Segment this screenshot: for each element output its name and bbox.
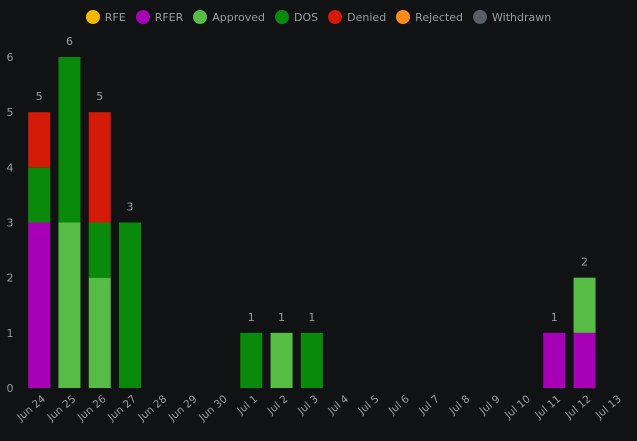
bar-total-label: 3 <box>127 201 134 214</box>
bar-segment-approved[interactable] <box>88 277 111 388</box>
x-tick-label: Jul 5 <box>356 393 382 417</box>
legend-item-rfer[interactable]: RFER <box>135 10 184 24</box>
x-tick-label: Jun 27 <box>105 393 139 424</box>
legend-swatch <box>135 10 150 24</box>
legend-swatch <box>193 10 208 24</box>
bar-total-label: 1 <box>278 311 285 324</box>
legend-label: Withdrawn <box>492 10 552 24</box>
x-tick-label: Jun 29 <box>166 393 200 424</box>
y-tick-label: 5 <box>7 106 14 119</box>
bar-segment-dos[interactable] <box>240 332 263 388</box>
y-tick-label: 4 <box>7 161 14 174</box>
bar-segment-rfer[interactable] <box>28 222 51 389</box>
x-tick-label: Jul 13 <box>593 393 624 422</box>
bar-segment-dos[interactable] <box>119 222 142 389</box>
legend-swatch <box>275 10 290 24</box>
x-tick-label: Jul 6 <box>386 393 412 418</box>
x-tick-label: Jul 11 <box>532 393 563 422</box>
x-tick-label: Jun 24 <box>14 393 48 424</box>
bar-segment-rfer[interactable] <box>543 332 566 388</box>
legend-item-withdrawn[interactable]: Withdrawn <box>473 10 551 24</box>
x-tick-label: Jul 9 <box>477 393 503 417</box>
x-tick-label: Jul 3 <box>295 393 321 417</box>
bar-segment-dos[interactable] <box>88 222 111 278</box>
legend-swatch <box>396 10 411 24</box>
bar-segment-denied[interactable] <box>28 112 51 168</box>
legend-item-rejected[interactable]: Rejected <box>396 10 463 24</box>
bar-total-label: 1 <box>551 311 558 324</box>
bar-segment-approved[interactable] <box>573 277 596 333</box>
bar-total-label: 1 <box>308 311 315 324</box>
legend-swatch <box>473 10 488 24</box>
legend-label: RFER <box>154 10 184 24</box>
legend-label: Rejected <box>415 10 464 24</box>
bar-segment-dos[interactable] <box>58 57 81 223</box>
x-tick-label: Jul 7 <box>416 393 442 417</box>
legend-item-denied[interactable]: Denied <box>328 10 386 24</box>
x-tick-label: Jun 26 <box>75 393 109 424</box>
y-tick-label: 1 <box>7 327 14 340</box>
legend-item-approved[interactable]: Approved <box>193 10 265 24</box>
bar-segment-dos[interactable] <box>28 167 51 223</box>
bar-total-label: 1 <box>248 311 255 324</box>
y-tick-label: 0 <box>7 382 14 395</box>
x-tick-label: Jul 8 <box>446 393 472 417</box>
bar-segment-rfer[interactable] <box>573 332 596 388</box>
x-tick-label: Jul 4 <box>325 393 351 418</box>
legend-swatch <box>85 10 100 24</box>
bar-total-label: 6 <box>66 35 73 48</box>
x-tick-label: Jul 2 <box>265 393 291 417</box>
legend-label: DOS <box>294 10 319 24</box>
bar-segment-denied[interactable] <box>88 112 111 223</box>
y-tick-label: 6 <box>7 51 14 64</box>
bar-segment-dos[interactable] <box>300 332 323 388</box>
x-tick-label: Jul 1 <box>234 393 260 417</box>
legend-item-dos[interactable]: DOS <box>275 10 318 24</box>
chart-legend: RFE RFER Approved DOS Denied Rejected Withdraw… <box>0 10 637 24</box>
legend-swatch <box>328 10 343 24</box>
legend-label: Denied <box>347 10 387 24</box>
bar-segment-approved[interactable] <box>58 222 81 389</box>
x-tick-label: Jun 28 <box>135 393 169 424</box>
bar-segment-approved[interactable] <box>270 332 293 388</box>
x-tick-label: Jul 12 <box>562 393 593 422</box>
bar-total-label: 5 <box>96 90 103 103</box>
bar-total-label: 5 <box>36 90 43 103</box>
legend-item-rfe[interactable]: RFE <box>85 10 126 24</box>
x-tick-label: Jun 30 <box>196 393 230 424</box>
y-tick-label: 2 <box>7 272 14 285</box>
bar-total-label: 2 <box>581 256 588 269</box>
legend-label: RFE <box>104 10 126 24</box>
x-tick-label: Jul 10 <box>502 393 533 422</box>
y-tick-label: 3 <box>7 217 14 230</box>
legend-label: Approved <box>212 10 266 24</box>
x-tick-label: Jun 25 <box>45 393 79 424</box>
